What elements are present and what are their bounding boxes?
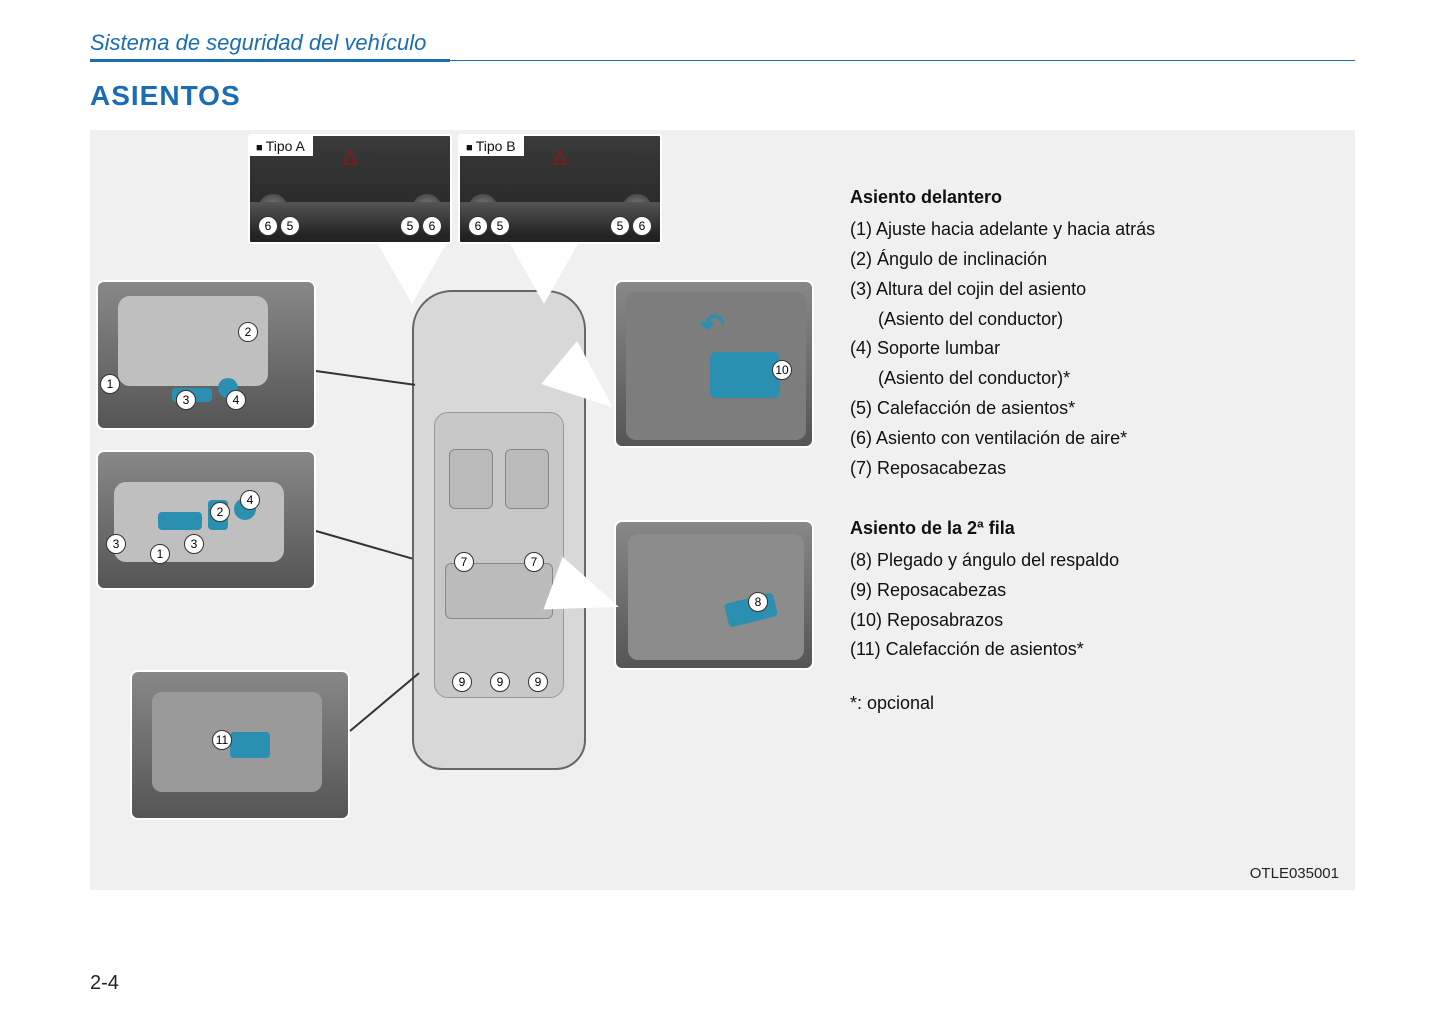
chapter-title: Sistema de seguridad del vehículo [90, 30, 1355, 60]
heat-button [230, 732, 270, 758]
power-switch [158, 512, 202, 530]
callout-8: 8 [748, 592, 768, 612]
hazard-icon: △ [343, 146, 357, 167]
header-underline [90, 59, 450, 62]
row2-heading: Asiento de la 2ª fila [850, 515, 1325, 543]
chapter-header: Sistema de seguridad del vehículo [90, 30, 1355, 62]
leader-line [349, 672, 419, 731]
item-4-sub: (Asiento del conductor)* [850, 365, 1325, 393]
leader-line [316, 530, 413, 559]
fold-arrow-icon: ↶ [700, 308, 725, 343]
callout-5: 5 [610, 216, 630, 236]
item-9: (9) Reposacabezas [850, 577, 1325, 605]
item-4: (4) Soporte lumbar [850, 335, 1325, 363]
dash-panel-a: Tipo A △ 6 5 5 6 [248, 134, 452, 244]
item-8: (8) Plegado y ángulo del respaldo [850, 547, 1325, 575]
footnote: *: opcional [850, 690, 1325, 718]
section-title: ASIENTOS [90, 80, 1355, 112]
car-roof [434, 412, 564, 698]
callout-6: 6 [422, 216, 442, 236]
callout-9: 9 [452, 672, 472, 692]
type-a-label: Tipo A [250, 136, 313, 156]
item-7: (7) Reposacabezas [850, 455, 1325, 483]
pointer-triangle [378, 244, 446, 304]
item-10: (10) Reposabrazos [850, 607, 1325, 635]
seat-power-panel: 3 1 3 2 4 [96, 450, 316, 590]
diagram-area: Tipo A △ 6 5 5 6 Tipo B △ 6 5 5 6 [90, 130, 830, 890]
callout-3: 3 [176, 390, 196, 410]
hazard-icon: △ [553, 146, 567, 167]
callout-9: 9 [528, 672, 548, 692]
callout-3: 3 [106, 534, 126, 554]
callout-5: 5 [400, 216, 420, 236]
content-panel: Tipo A △ 6 5 5 6 Tipo B △ 6 5 5 6 [90, 130, 1355, 890]
callout-11: 11 [212, 730, 232, 750]
callout-5: 5 [490, 216, 510, 236]
page-number: 2-4 [90, 972, 119, 995]
control-row [460, 202, 660, 236]
leader-line [316, 370, 415, 386]
callout-2: 2 [238, 322, 258, 342]
seat-front-left [449, 449, 493, 509]
callout-1: 1 [150, 544, 170, 564]
description-column: Asiento delantero (1) Ajuste hacia adela… [830, 130, 1355, 890]
seat-manual-panel: 1 2 3 4 [96, 280, 316, 430]
rear-heat-panel: 11 [130, 670, 350, 820]
seat-front-right [505, 449, 549, 509]
item-5: (5) Calefacción de asientos* [850, 395, 1325, 423]
callout-4: 4 [226, 390, 246, 410]
item-11: (11) Calefacción de asientos* [850, 636, 1325, 664]
callout-5: 5 [280, 216, 300, 236]
callout-7: 7 [524, 552, 544, 572]
callout-3: 3 [184, 534, 204, 554]
item-1: (1) Ajuste hacia adelante y hacia atrás [850, 216, 1325, 244]
item-2: (2) Ángulo de inclinación [850, 246, 1325, 274]
item-3: (3) Altura del cojin del asiento [850, 276, 1325, 304]
callout-6: 6 [632, 216, 652, 236]
dash-panel-b: Tipo B △ 6 5 5 6 [458, 134, 662, 244]
armrest [710, 352, 780, 398]
front-seat-heading: Asiento delantero [850, 184, 1325, 212]
callout-6: 6 [468, 216, 488, 236]
callout-9: 9 [490, 672, 510, 692]
callout-10: 10 [772, 360, 792, 380]
callout-2: 2 [210, 502, 230, 522]
page: Sistema de seguridad del vehículo ASIENT… [0, 0, 1445, 920]
side-trim [628, 534, 804, 660]
figure-code: OTLE035001 [1250, 865, 1339, 882]
fold-lever-panel: 8 [614, 520, 814, 670]
callout-4: 4 [240, 490, 260, 510]
callout-1: 1 [100, 374, 120, 394]
header-rule [450, 60, 1355, 61]
item-6: (6) Asiento con ventilación de aire* [850, 425, 1325, 453]
type-b-label: Tipo B [460, 136, 524, 156]
callout-7: 7 [454, 552, 474, 572]
item-3-sub: (Asiento del conductor) [850, 306, 1325, 334]
callout-6: 6 [258, 216, 278, 236]
pointer-triangle [510, 244, 578, 304]
control-row [250, 202, 450, 236]
armrest-panel: ↶ 10 [614, 280, 814, 448]
